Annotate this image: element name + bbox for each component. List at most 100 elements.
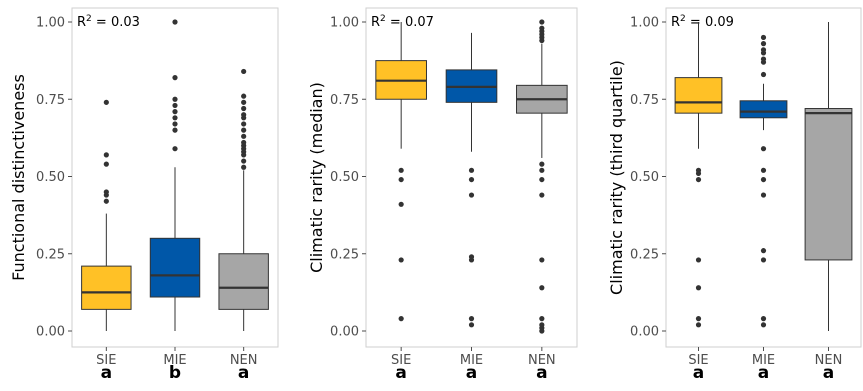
r-squared-prefix: R [77,15,86,30]
outlier-point [539,161,545,167]
x-tick-label: SIE [96,353,116,368]
outlier-point [241,127,247,133]
box-body [739,100,788,119]
y-axis-label: Functional distinctiveness [9,74,28,281]
outlier-point [468,316,475,322]
y-tick-label: 0.25 [36,247,65,262]
outlier-point [398,257,404,263]
outlier-point [172,146,178,152]
box-sie [81,99,132,331]
box-nen [804,22,853,331]
outlier-point [695,285,702,291]
outlier-point [241,121,247,127]
outlier-point [539,176,545,183]
r-squared-superscript: 2 [86,14,92,24]
outlier-point [539,257,545,263]
outlier-point [398,176,404,183]
outlier-point [172,121,178,127]
box-body [674,77,723,114]
outlier-point [103,198,109,204]
outlier-point [468,192,475,198]
y-tick-label: 0.50 [330,170,359,185]
outlier-point [172,19,178,25]
outlier-point [103,99,109,105]
box-body [804,108,853,261]
y-tick-label: 1.00 [630,16,659,31]
outlier-point [760,257,767,263]
group-letter: a [238,363,249,383]
box-body [81,265,132,310]
r-squared-value: = 0.07 [386,15,434,30]
r-squared-superscript: 2 [380,14,386,24]
outlier-point [760,192,767,198]
r-squared-value: = 0.09 [686,15,734,30]
x-tick-label: SIE [391,353,411,368]
box-body [149,237,201,298]
box-nen [516,19,568,334]
outlier-point [760,41,767,47]
outlier-point [695,176,702,183]
group-letter: a [823,363,834,383]
y-axis-label: Climatic rarity (median) [307,82,326,273]
panel-3: 0.00 0.25 0.50 0.75 1.00 Climatic rarity (thi… [607,7,862,383]
outlier-point [241,164,247,170]
r-squared-prefix: R [671,15,680,30]
outlier-point [172,75,178,81]
outlier-point [103,189,109,195]
box-mie [445,32,498,328]
outlier-point [760,47,767,53]
group-letter: a [101,363,112,383]
outlier-point [539,25,545,31]
x-tick-label: NEN [230,353,258,368]
outlier-point [539,316,545,322]
outlier-point [468,322,475,328]
outlier-point [760,316,767,322]
outlier-point [241,139,247,146]
y-axis-label: Climatic rarity (third quartile) [607,60,626,295]
group-letter: a [693,363,704,383]
panel-1: 0.00 0.25 0.50 0.75 1.00 Functional distincti… [9,7,279,383]
outlier-point [468,176,475,183]
panel-2: 0.00 0.25 0.50 0.75 1.00 Climatic rarity (med… [307,7,578,383]
outlier-point [468,254,475,260]
outlier-point [172,109,178,115]
x-tick-label: MIE [752,353,775,368]
y-tick-label: 1.00 [36,16,65,31]
outlier-point [241,133,247,139]
outlier-point [241,105,247,112]
y-tick-label: 0.50 [630,170,659,185]
outlier-point [695,257,702,263]
outlier-point [398,316,404,322]
y-tick-label: 0.00 [36,325,65,340]
outlier-point [172,96,178,102]
y-tick-label: 1.00 [330,16,359,31]
outlier-point [539,19,545,25]
group-letter: a [466,363,477,383]
box-sie [375,22,427,322]
outlier-point [760,146,767,152]
x-tick-label: MIE [460,353,483,368]
group-letter: a [536,363,547,383]
x-tick-label: SIE [688,353,708,368]
r-squared-value: = 0.03 [92,15,140,30]
y-tick-label: 0.25 [630,247,659,262]
outlier-point [760,248,767,254]
x-tick-label: MIE [163,353,186,368]
y-tick-label: 0.75 [36,93,65,108]
outlier-point [468,167,475,173]
y-tick-label: 0.75 [330,93,359,108]
outlier-point [103,152,109,158]
outlier-point [172,115,178,121]
box-nen [218,68,269,331]
outlier-point [241,99,247,105]
outlier-point [398,201,404,207]
outlier-point [241,158,247,164]
outlier-point [241,112,247,118]
outlier-point [695,316,702,322]
group-letter: a [758,363,769,383]
outlier-point [760,71,767,78]
outlier-point [760,56,767,62]
x-tick-label: NEN [815,353,843,368]
outlier-point [760,176,767,183]
y-tick-label: 0.25 [330,247,359,262]
